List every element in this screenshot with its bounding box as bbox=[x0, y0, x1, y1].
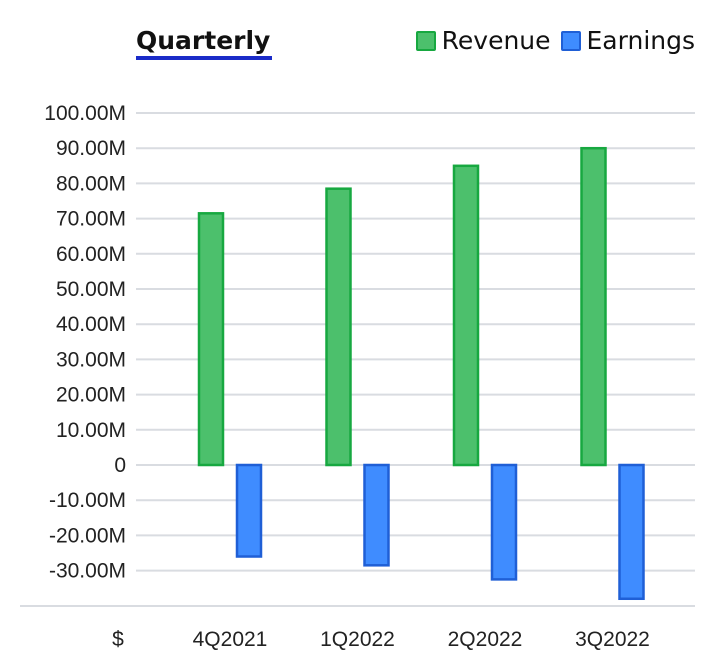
legend-label-revenue: Revenue bbox=[441, 26, 551, 55]
legend-swatch-earnings bbox=[560, 31, 581, 51]
tab-active-indicator bbox=[136, 56, 272, 60]
y-tick-label: 40.00M bbox=[56, 313, 126, 336]
legend-item-revenue[interactable]: Revenue bbox=[415, 24, 551, 58]
bar-revenue-2Q2022 bbox=[452, 164, 480, 467]
bar-earnings-3Q2022 bbox=[618, 463, 645, 601]
legend-item-earnings[interactable]: Earnings bbox=[560, 24, 695, 58]
y-tick-label: 30.00M bbox=[56, 348, 126, 371]
bar-revenue-3Q2022 bbox=[580, 146, 607, 467]
y-tick-label: 20.00M bbox=[56, 384, 126, 407]
bar-earnings-2Q2022 bbox=[490, 463, 518, 581]
y-tick-label: 80.00M bbox=[56, 172, 126, 195]
legend-label-earnings: Earnings bbox=[586, 26, 695, 55]
bar-earnings-4Q2021 bbox=[235, 463, 263, 558]
y-tick-label: 10.00M bbox=[56, 419, 126, 442]
x-tick-label: 1Q2022 bbox=[320, 628, 395, 651]
y-tick-label: 60.00M bbox=[56, 243, 126, 266]
tab-quarterly[interactable]: Quarterly bbox=[136, 26, 271, 55]
chart-legend: Revenue Earnings bbox=[415, 24, 695, 58]
x-tick-label: 4Q2021 bbox=[193, 628, 268, 651]
bar-earnings-1Q2022 bbox=[363, 463, 390, 567]
x-tick-label: 3Q2022 bbox=[575, 628, 650, 651]
y-tick-label: 90.00M bbox=[56, 137, 126, 160]
y-tick-label: 50.00M bbox=[56, 278, 126, 301]
y-tick-label: -10.00M bbox=[49, 489, 126, 512]
x-tick-label: 2Q2022 bbox=[448, 628, 523, 651]
y-tick-label: 0 bbox=[114, 454, 126, 477]
y-tick-label: -20.00M bbox=[49, 524, 126, 547]
y-tick-label: 70.00M bbox=[56, 208, 126, 231]
bar-revenue-1Q2022 bbox=[325, 187, 352, 467]
y-tick-label: -30.00M bbox=[49, 560, 126, 583]
legend-swatch-revenue bbox=[415, 31, 436, 51]
currency-label: $ bbox=[112, 628, 124, 651]
bar-revenue-4Q2021 bbox=[197, 212, 225, 467]
y-tick-label: 100.00M bbox=[44, 102, 126, 125]
